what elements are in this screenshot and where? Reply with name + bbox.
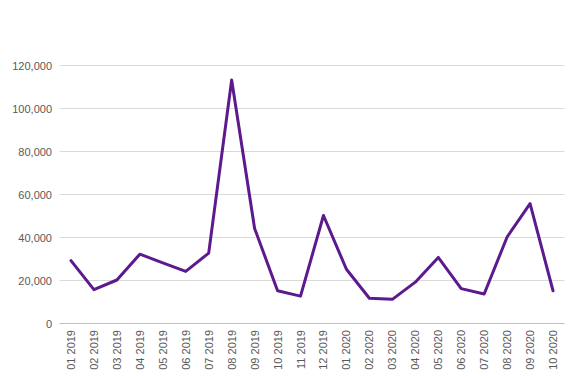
x-tick-label: 12 2019 — [317, 330, 329, 370]
x-tick-label: 06 2019 — [180, 330, 192, 370]
x-tick-label: 04 2020 — [409, 330, 421, 370]
y-tick-label: 100,000 — [12, 103, 52, 115]
y-tick-label: 60,000 — [18, 189, 52, 201]
x-tick-label: 01 2020 — [340, 330, 352, 370]
x-tick-label: 02 2020 — [363, 330, 375, 370]
x-tick-label: 07 2020 — [478, 330, 490, 370]
x-tick-label: 10 2020 — [547, 330, 559, 370]
x-tick-label: 02 2019 — [88, 330, 100, 370]
y-tick-label: 40,000 — [18, 232, 52, 244]
x-tick-label: 11 2019 — [295, 330, 307, 369]
x-tick-label: 03 2019 — [111, 330, 123, 370]
y-tick-label: 20,000 — [18, 275, 52, 287]
grid-line — [60, 108, 565, 109]
grid — [60, 66, 565, 324]
grid-line — [60, 65, 565, 66]
line-series — [71, 80, 553, 299]
grid-line — [60, 237, 565, 238]
y-tick-label: 120,000 — [12, 60, 52, 72]
y-tick-label: 80,000 — [18, 146, 52, 158]
x-tick-label: 04 2019 — [134, 330, 146, 370]
x-tick-label: 05 2019 — [157, 330, 169, 370]
y-tick-label: 0 — [46, 318, 52, 330]
grid-line — [60, 151, 565, 152]
x-tick-label: 07 2019 — [203, 330, 215, 370]
x-tick-label: 01 2019 — [65, 330, 77, 370]
x-tick-label: 09 2019 — [249, 330, 261, 370]
x-tick-label: 10 2019 — [272, 330, 284, 370]
grid-line — [60, 194, 565, 195]
grid-line — [60, 323, 565, 324]
x-tick-label: 09 2020 — [524, 330, 536, 370]
x-tick-label: 03 2020 — [386, 330, 398, 370]
x-tick-label: 08 2019 — [226, 330, 238, 370]
plot-area — [71, 80, 553, 299]
x-tick-label: 08 2020 — [501, 330, 513, 370]
x-tick-label: 06 2020 — [455, 330, 467, 370]
chart: 0 20,000 40,000 60,000 80,000 100,000 120,000 0… — [0, 0, 576, 378]
x-tick-label: 05 2020 — [432, 330, 444, 370]
